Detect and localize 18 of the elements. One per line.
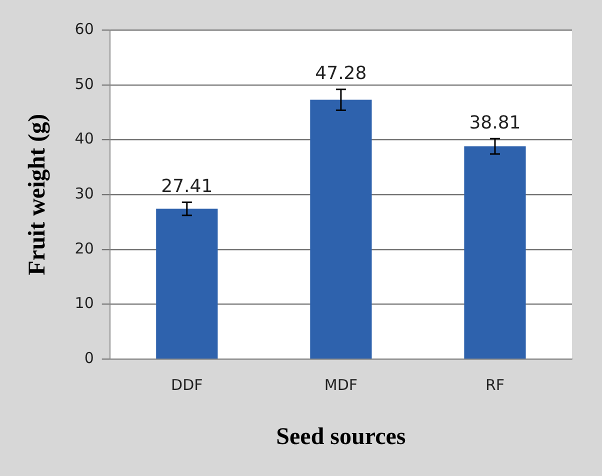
x-axis-title: Seed sources bbox=[276, 424, 406, 450]
x-tick-label: DDF bbox=[171, 376, 203, 394]
bar bbox=[310, 100, 372, 359]
x-tick-label: RF bbox=[485, 376, 505, 394]
data-label: 38.81 bbox=[469, 112, 521, 134]
bar bbox=[156, 208, 218, 359]
y-tick-label: 50 bbox=[74, 74, 94, 93]
data-label: 47.28 bbox=[315, 63, 367, 84]
y-tick-label: 60 bbox=[74, 20, 94, 38]
y-axis-title: Fruit weight (g) bbox=[24, 114, 51, 276]
y-tick-label: 40 bbox=[74, 130, 94, 148]
y-tick-label: 30 bbox=[74, 184, 94, 202]
bar bbox=[464, 146, 526, 359]
y-tick-label: 20 bbox=[74, 239, 94, 258]
x-tick-label: MDF bbox=[324, 376, 358, 394]
y-tick-label: 0 bbox=[84, 349, 94, 368]
data-label: 27.41 bbox=[161, 176, 213, 197]
y-tick-label: 10 bbox=[74, 294, 94, 312]
